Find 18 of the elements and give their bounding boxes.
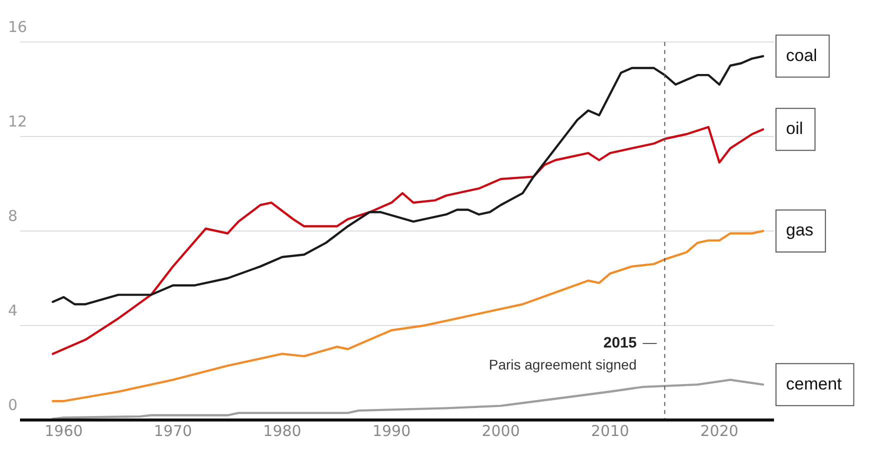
x-tick-label: 2020 bbox=[700, 422, 738, 440]
y-tick-label: 0 bbox=[8, 396, 18, 414]
ref-line-label: 2015 bbox=[603, 334, 637, 352]
series-label: gas bbox=[786, 220, 814, 240]
series-label: oil bbox=[786, 119, 804, 138]
series-label: coal bbox=[786, 46, 818, 65]
x-tick-label: 1990 bbox=[372, 422, 411, 440]
x-tick-label: 2010 bbox=[590, 422, 630, 440]
y-tick-label: 12 bbox=[8, 112, 28, 130]
y-tick-label: 4 bbox=[8, 301, 18, 320]
x-tick-label: 1970 bbox=[154, 422, 192, 440]
x-tick-label: 1980 bbox=[263, 422, 302, 440]
y-tick-label: 8 bbox=[8, 206, 18, 225]
annotation: Paris agreement signed bbox=[488, 356, 637, 372]
x-tick-label: 1960 bbox=[44, 422, 83, 440]
y-tick-label: 16 bbox=[8, 18, 28, 36]
x-tick-label: 2000 bbox=[482, 422, 520, 440]
series-label: cement bbox=[786, 374, 842, 394]
